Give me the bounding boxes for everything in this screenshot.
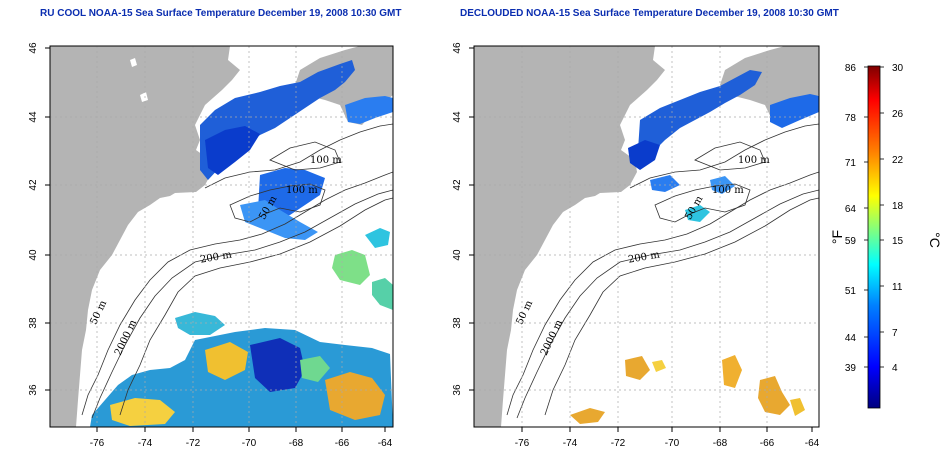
right-axis-ticks [469,47,813,432]
colorbar-ticks [864,66,884,368]
right-panel-title: DECLOUDED NOAA-15 Sea Surface Temperatur… [460,8,839,19]
left-y-tick-label: 40 [28,249,39,261]
left-x-tick-label: -72 [186,438,201,449]
left-y-tick-labels: 36 38 40 42 44 46 [28,42,39,396]
left-land-mass [50,46,240,427]
left-contour-label-2: 100 m [286,185,318,196]
fahrenheit-tick-label: 39 [845,363,857,374]
right-y-tick-label: 44 [452,111,463,123]
right-x-tick-label: -68 [713,438,728,449]
right-map-frame [473,45,820,428]
right-bathymetry-contours [506,123,819,419]
right-x-tick-label: -70 [665,438,680,449]
celsius-unit-label: °C [927,232,943,248]
colorbar-gradient [867,65,881,409]
left-x-tick-label: -66 [335,438,350,449]
right-x-tick-label: -76 [515,438,530,449]
fahrenheit-tick-label: 78 [845,113,857,124]
celsius-tick-label: 4 [892,363,898,374]
left-y-tick-label: 36 [28,384,39,396]
left-sst-data [90,60,393,427]
left-contour-label-1: 100 m [310,155,342,166]
fahrenheit-tick-label: 86 [845,63,857,74]
right-y-tick-label: 42 [452,179,463,191]
celsius-tick-label: 11 [892,282,903,293]
right-y-tick-label: 40 [452,249,463,261]
left-panel-title: RU COOL NOAA-15 Sea Surface Temperature … [40,8,402,19]
celsius-tick-label: 15 [892,236,904,247]
fahrenheit-tick-label: 64 [845,204,857,215]
right-map-panel: 100 m 100 m 50 m 200 m 50 m 2000 m -76 -… [452,42,820,449]
fahrenheit-unit-label: °F [829,230,845,244]
celsius-tick-label: 26 [892,109,904,120]
fahrenheit-tick-label: 51 [845,286,857,297]
celsius-tick-label: 30 [892,63,904,74]
left-y-tick-label: 42 [28,179,39,191]
left-y-tick-label: 38 [28,317,39,329]
right-gridlines [474,46,819,427]
celsius-tick-label: 7 [892,328,898,339]
left-axis-ticks [45,47,386,432]
left-gridlines [50,46,393,427]
left-y-tick-label: 46 [28,42,39,54]
left-map-panel: 100 m 100 m 50 m 200 m 50 m 2000 m -76 -… [28,42,394,449]
left-x-tick-labels: -76 -74 -72 -70 -68 -66 -64 [90,438,393,449]
left-x-tick-label: -64 [378,438,393,449]
celsius-tick-label: 18 [892,201,904,212]
left-y-tick-label: 44 [28,111,39,123]
right-contour-label-2: 100 m [712,185,744,196]
colorbar-celsius-labels: 30 26 22 18 15 11 7 4 [892,63,904,374]
right-contour-label-1: 100 m [738,155,770,166]
right-x-tick-label: -64 [805,438,820,449]
right-y-tick-label: 36 [452,384,463,396]
celsius-tick-label: 22 [892,155,904,166]
colorbar-fahrenheit-labels: 86 78 71 64 59 51 44 39 [845,63,857,374]
left-x-tick-label: -68 [289,438,304,449]
fahrenheit-tick-label: 59 [845,236,857,247]
right-y-tick-label: 38 [452,317,463,329]
right-x-tick-label: -72 [611,438,626,449]
colorbar: 86 78 71 64 59 51 44 39 30 26 22 18 15 1… [829,63,943,409]
right-x-tick-label: -74 [563,438,578,449]
right-y-tick-label: 46 [452,42,463,54]
left-x-tick-label: -70 [242,438,257,449]
right-y-tick-labels: 36 38 40 42 44 46 [452,42,463,396]
left-bathymetry-contours [81,123,393,419]
right-x-tick-label: -66 [760,438,775,449]
left-x-tick-label: -74 [138,438,153,449]
left-lake-fragment [130,58,148,102]
right-x-tick-labels: -76 -74 -72 -70 -68 -66 -64 [515,438,820,449]
fahrenheit-tick-label: 44 [845,333,857,344]
fahrenheit-tick-label: 71 [845,158,857,169]
left-map-frame [49,45,394,428]
left-x-tick-label: -76 [90,438,105,449]
